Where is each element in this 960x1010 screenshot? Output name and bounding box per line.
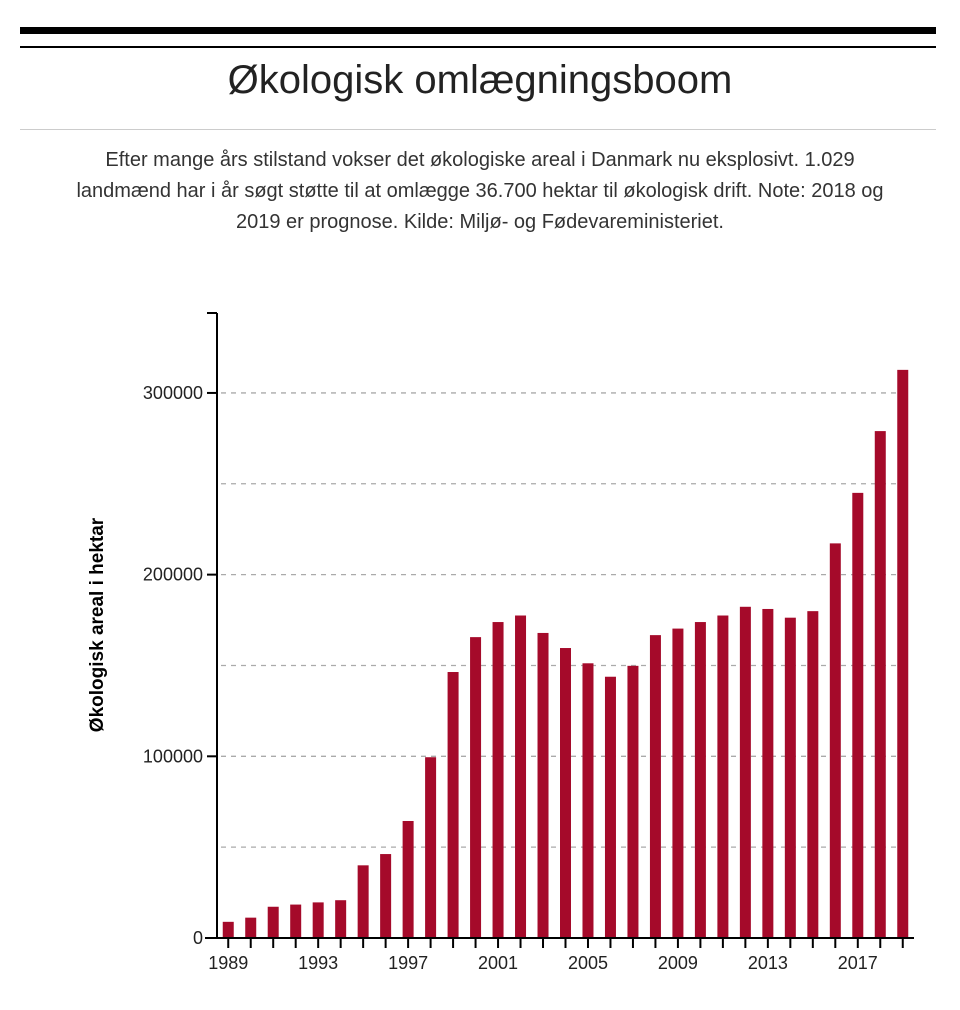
x-tick-label: 1993 xyxy=(298,953,338,973)
title-divider xyxy=(20,129,936,130)
x-tick-label: 1997 xyxy=(388,953,428,973)
y-axis-label: Økologisk areal i hektar xyxy=(87,517,108,732)
bar-1994 xyxy=(335,900,347,938)
bar-2016 xyxy=(829,543,841,938)
bar-1990 xyxy=(245,917,257,938)
bar-2008 xyxy=(649,635,661,938)
bar-2018 xyxy=(874,431,886,938)
bar-2001 xyxy=(492,622,504,938)
x-tick-label: 2017 xyxy=(838,953,878,973)
header-rule-thick xyxy=(20,27,936,34)
x-tick-label: 2001 xyxy=(478,953,518,973)
bar-2019 xyxy=(897,369,909,938)
y-tick-label: 100000 xyxy=(143,746,203,766)
bar-1997 xyxy=(402,820,414,938)
bar-1995 xyxy=(357,865,369,938)
bar-2015 xyxy=(807,611,819,938)
header-rule-thin xyxy=(20,46,936,48)
bar-2003 xyxy=(537,632,549,938)
bar-2009 xyxy=(672,628,684,938)
x-tick-label: 2009 xyxy=(658,953,698,973)
chart-subtitle: Efter mange års stilstand vokser det øko… xyxy=(76,149,884,233)
bar-2007 xyxy=(627,665,639,938)
y-tick-label: 300000 xyxy=(143,383,203,403)
bar-2011 xyxy=(717,615,729,938)
bar-2012 xyxy=(739,606,751,938)
bar-2004 xyxy=(560,648,571,938)
bar-1989 xyxy=(222,921,234,938)
bar-1993 xyxy=(312,902,324,938)
bar-1992 xyxy=(290,904,302,938)
bar-2002 xyxy=(515,615,527,938)
bar-2000 xyxy=(470,637,482,938)
bar-2014 xyxy=(784,617,796,938)
bar-1996 xyxy=(380,854,392,938)
bar-2010 xyxy=(694,622,706,938)
bar-2006 xyxy=(604,676,616,938)
bar-2013 xyxy=(762,608,774,938)
bar-1999 xyxy=(447,672,459,938)
bar-2017 xyxy=(852,492,864,938)
y-tick-label: 200000 xyxy=(143,565,203,585)
bar-1998 xyxy=(425,757,437,938)
bar-2005 xyxy=(582,663,594,938)
y-tick-label: 0 xyxy=(193,928,203,948)
x-tick-label: 2005 xyxy=(568,953,608,973)
x-tick-label: 2013 xyxy=(748,953,788,973)
x-tick-label: 1989 xyxy=(208,953,248,973)
bar-1991 xyxy=(267,906,279,938)
chart-title: Økologisk omlægningsboom xyxy=(227,58,733,102)
